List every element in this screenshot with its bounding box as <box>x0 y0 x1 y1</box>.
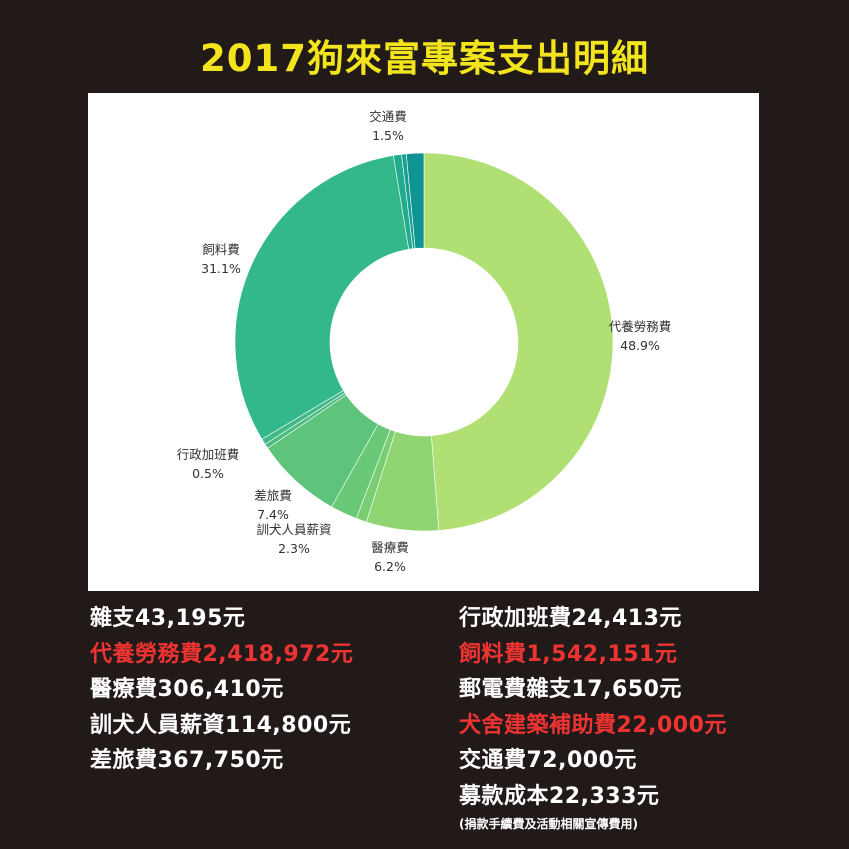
slice-percent: 2.3% <box>278 541 310 556</box>
expense-item-kennel-subsidy: 犬舍建築補助費22,000元 <box>459 712 727 738</box>
expense-list-right: 行政加班費24,413元 飼料費1,542,151元 郵電費雜支17,650元 … <box>459 601 727 814</box>
slice-label: 交通費 <box>369 109 407 124</box>
fundraising-footnote: (捐款手續費及活動相關宣傳費用) <box>459 817 638 831</box>
expense-item-foster-labor: 代養勞務費2,418,972元 <box>90 641 354 667</box>
slice-percent: 1.5% <box>372 128 404 143</box>
expense-list-left: 雜支43,195元 代養勞務費2,418,972元 醫療費306,410元 訓犬… <box>90 601 353 779</box>
slice-label: 行政加班費 <box>177 447 240 462</box>
donut-slice-7 <box>234 155 410 440</box>
donut-slice-10 <box>405 152 425 249</box>
expense-item-fundraising: 募款成本22,333元 <box>459 783 660 809</box>
slice-percent: 48.9% <box>620 338 660 353</box>
slice-label: 訓犬人員薪資 <box>256 522 331 537</box>
expense-item-travel: 差旅費367,750元 <box>90 748 284 773</box>
expense-item-transport: 交通費72,000元 <box>459 748 637 773</box>
donut-slice-0 <box>423 152 614 531</box>
expense-item-misc: 雜支43,195元 <box>90 606 246 631</box>
expense-item-feed: 飼料費1,542,151元 <box>459 641 678 667</box>
donut-chart: 代養勞務費 48.9% 醫療費 6.2% 訓犬人員薪資 2.3% 差旅費 7.4% 行政加班費 0… <box>177 109 672 574</box>
slice-label: 差旅費 <box>254 488 292 503</box>
slice-percent: 0.5% <box>192 466 224 481</box>
slice-percent: 7.4% <box>257 507 289 522</box>
expense-item-admin-overtime: 行政加班費24,413元 <box>459 606 682 631</box>
slice-label: 醫療費 <box>371 540 409 555</box>
expense-item-postal-misc: 郵電費雜支17,650元 <box>459 677 682 702</box>
slice-label: 飼料費 <box>202 242 240 257</box>
slice-label: 代養勞務費 <box>609 319 672 334</box>
chart-panel: 代養勞務費 48.9% 醫療費 6.2% 訓犬人員薪資 2.3% 差旅費 7.4% 行政加班費 0… <box>88 93 759 591</box>
page-title: 2017狗來富專案支出明細 <box>200 37 649 80</box>
expense-item-medical: 醫療費306,410元 <box>90 677 284 702</box>
slice-percent: 6.2% <box>374 559 406 574</box>
expense-item-trainer-salary: 訓犬人員薪資114,800元 <box>90 712 352 738</box>
slice-percent: 31.1% <box>201 261 241 276</box>
